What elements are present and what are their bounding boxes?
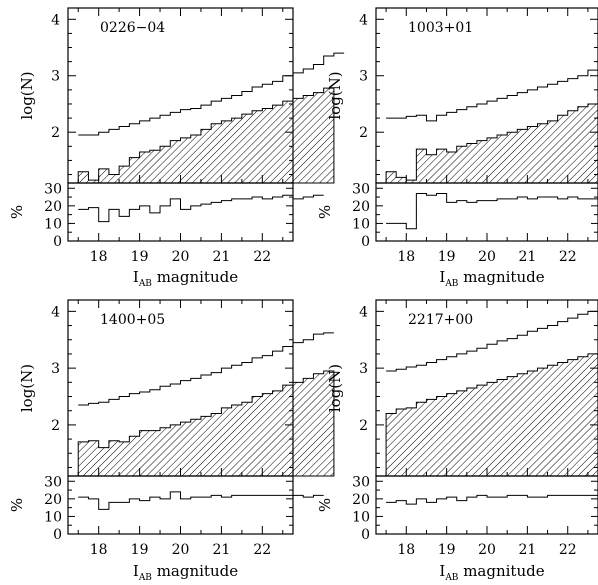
- x-axis-label: IAB magnitude: [133, 268, 238, 289]
- lower-y-tick-label: 20: [44, 492, 62, 508]
- x-axis-label-rest: magnitude: [458, 562, 544, 580]
- x-tick-label: 22: [559, 249, 577, 265]
- lower-y-axis-label: %: [8, 205, 26, 219]
- total-histogram-4: [386, 308, 598, 372]
- upper-y-tick-label: 3: [359, 69, 368, 85]
- hatched-histogram-2: [385, 97, 598, 184]
- x-tick-label: 20: [478, 542, 496, 558]
- lower-y-tick-label: 10: [44, 509, 62, 525]
- x-axis-label-subscript: AB: [444, 573, 458, 583]
- lower-y-tick-label: 0: [53, 234, 62, 250]
- x-tick-label: 22: [253, 542, 271, 558]
- x-axis-label-subscript: AB: [138, 573, 152, 583]
- hatched-histogram-1: [77, 87, 335, 184]
- x-tick-label: 18: [90, 542, 108, 558]
- upper-y-tick-label: 2: [51, 125, 60, 141]
- lower-y-tick-label: 20: [352, 199, 370, 215]
- lower-y-tick-label: 10: [352, 216, 370, 232]
- upper-y-tick-label: 4: [51, 304, 60, 320]
- percent-histogram-1: [78, 194, 324, 223]
- lower-y-tick-label: 30: [44, 474, 62, 490]
- percent-histogram-3: [78, 491, 324, 510]
- x-tick-label: 20: [172, 542, 190, 558]
- x-tick-label: 19: [131, 249, 149, 265]
- lower-y-tick-label: 10: [44, 216, 62, 232]
- x-axis-label-rest: magnitude: [458, 268, 544, 286]
- x-axis-label: IAB magnitude: [133, 562, 238, 583]
- lower-y-tick-label: 30: [352, 181, 370, 197]
- upper-y-tick-label: 4: [359, 304, 368, 320]
- upper-y-axis-label: log(N): [18, 364, 36, 412]
- x-axis-label: IAB magnitude: [439, 562, 544, 583]
- upper-y-axis-label: log(N): [326, 364, 344, 412]
- lower-y-axis-label: %: [316, 498, 334, 512]
- x-tick-label: 18: [90, 249, 108, 265]
- x-tick-label: 20: [172, 249, 190, 265]
- lower-y-tick-label: 30: [352, 474, 370, 490]
- field-label: 1003+01: [408, 20, 473, 36]
- total-histogram-2: [386, 63, 598, 122]
- lower-y-axis-label: %: [8, 498, 26, 512]
- lower-axes-4: [375, 475, 598, 535]
- x-tick-label: 21: [212, 249, 230, 265]
- x-tick-label: 21: [212, 542, 230, 558]
- x-axis-label-main: I: [133, 562, 139, 580]
- x-tick-label: 19: [131, 542, 149, 558]
- lower-axes-2: [375, 182, 598, 242]
- x-tick-label: 22: [559, 542, 577, 558]
- x-tick-label: 19: [438, 542, 456, 558]
- upper-y-tick-label: 4: [51, 12, 60, 28]
- x-tick-label: 21: [518, 249, 536, 265]
- lower-y-axis-label: %: [316, 205, 334, 219]
- percent-histogram-4: [386, 494, 598, 505]
- upper-y-tick-label: 2: [51, 418, 60, 434]
- x-tick-label: 21: [518, 542, 536, 558]
- x-axis-label-subscript: AB: [138, 279, 152, 289]
- x-axis-label-main: I: [439, 562, 445, 580]
- x-tick-label: 22: [253, 249, 271, 265]
- x-tick-label: 20: [478, 249, 496, 265]
- lower-axes-3: [67, 475, 294, 535]
- hatched-histogram-3: [77, 370, 335, 477]
- x-axis-label-rest: magnitude: [152, 268, 238, 286]
- lower-y-tick-label: 20: [352, 492, 370, 508]
- x-axis-label-main: I: [439, 268, 445, 286]
- lower-y-tick-label: 30: [44, 181, 62, 197]
- lower-y-tick-label: 20: [44, 199, 62, 215]
- upper-y-axis-label: log(N): [18, 71, 36, 119]
- upper-y-tick-label: 3: [51, 69, 60, 85]
- x-axis-label: IAB magnitude: [439, 268, 544, 289]
- upper-y-axis-label: log(N): [326, 71, 344, 119]
- x-tick-label: 18: [397, 249, 415, 265]
- x-axis-label-main: I: [133, 268, 139, 286]
- x-axis-label-rest: magnitude: [152, 562, 238, 580]
- upper-y-tick-label: 4: [359, 12, 368, 28]
- x-axis-label-subscript: AB: [444, 279, 458, 289]
- lower-y-tick-label: 10: [352, 509, 370, 525]
- lower-y-tick-label: 0: [53, 527, 62, 543]
- upper-y-tick-label: 2: [359, 125, 368, 141]
- percent-histogram-2: [386, 193, 598, 230]
- total-histogram-3: [78, 332, 334, 406]
- field-label: 1400+05: [100, 312, 165, 328]
- upper-y-tick-label: 2: [359, 418, 368, 434]
- field-label: 2217+00: [408, 312, 473, 328]
- lower-axes-1: [67, 182, 294, 242]
- x-tick-label: 18: [397, 542, 415, 558]
- upper-y-tick-label: 3: [51, 361, 60, 377]
- lower-y-tick-label: 0: [361, 527, 370, 543]
- field-label: 0226−04: [100, 20, 165, 36]
- upper-y-tick-label: 3: [359, 361, 368, 377]
- total-histogram-1: [78, 52, 345, 136]
- hatched-histogram-4: [385, 350, 598, 477]
- lower-y-tick-label: 0: [361, 234, 370, 250]
- x-tick-label: 19: [438, 249, 456, 265]
